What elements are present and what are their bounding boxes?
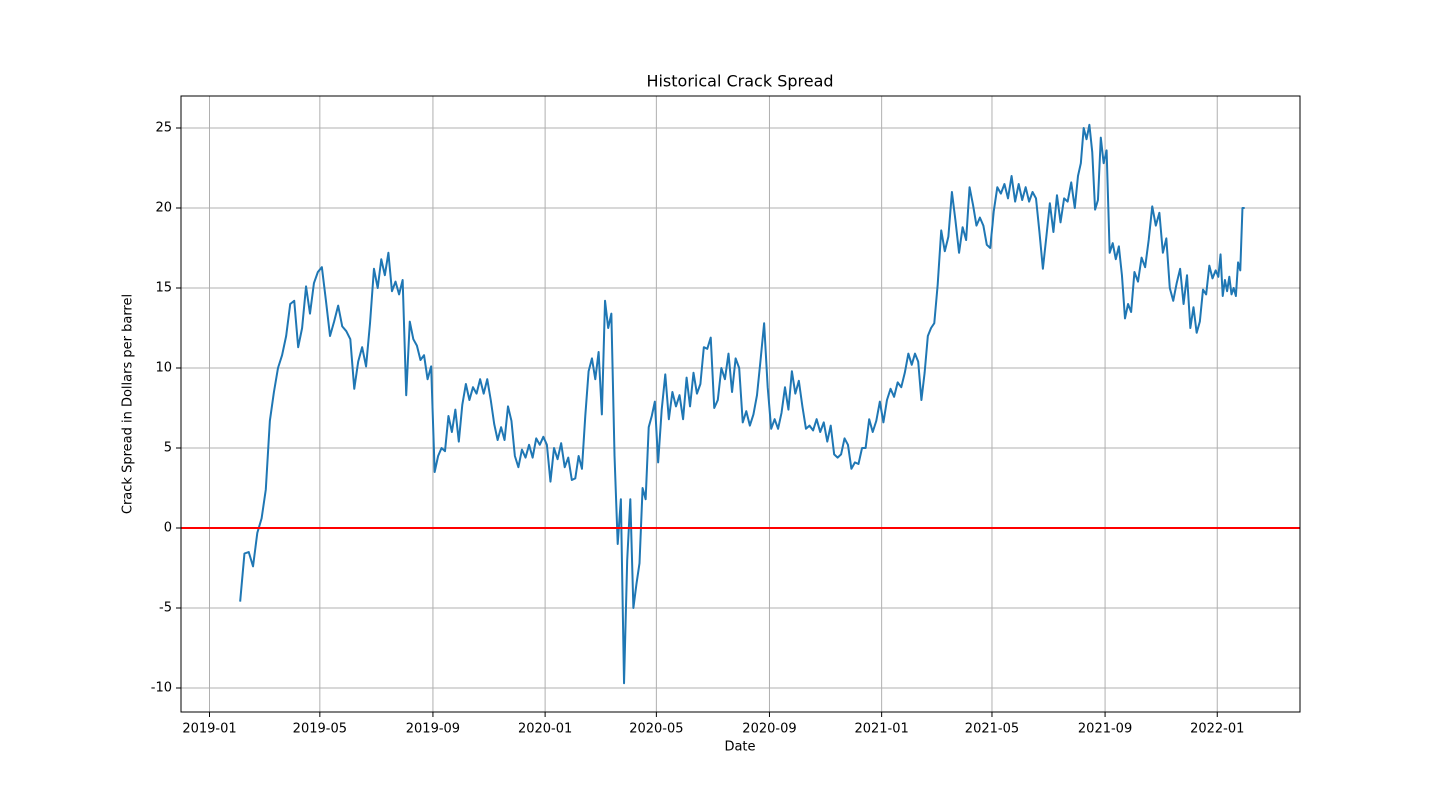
y-tick-label: 25 bbox=[155, 121, 172, 136]
x-tick-label: 2020-01 bbox=[518, 722, 572, 737]
x-axis-label: Date bbox=[724, 740, 755, 755]
y-axis-label: Crack Spread in Dollars per barrel bbox=[121, 294, 136, 514]
axes-frame bbox=[180, 95, 1301, 713]
x-tick-label: 2021-01 bbox=[854, 722, 908, 737]
x-tick-label: 2021-09 bbox=[1078, 722, 1132, 737]
x-tick-label: 2019-01 bbox=[182, 722, 236, 737]
y-tick-label: 20 bbox=[155, 201, 172, 216]
y-tick-label: -10 bbox=[151, 681, 172, 696]
x-tick-label: 2019-09 bbox=[406, 722, 460, 737]
x-tick-label: 2020-09 bbox=[742, 722, 796, 737]
data-line bbox=[239, 123, 1245, 685]
y-tick-label: 5 bbox=[164, 441, 172, 456]
x-tick-label: 2020-05 bbox=[629, 722, 683, 737]
x-tick-label: 2019-05 bbox=[293, 722, 347, 737]
x-tick-label: 2022-01 bbox=[1190, 722, 1244, 737]
chart-title: Historical Crack Spread bbox=[646, 72, 833, 91]
y-tick-label: 15 bbox=[155, 281, 172, 296]
x-tick-label: 2021-05 bbox=[965, 722, 1019, 737]
y-tick-label: 10 bbox=[155, 361, 172, 376]
y-tick-label: 0 bbox=[164, 521, 172, 536]
y-tick-label: -5 bbox=[159, 601, 172, 616]
